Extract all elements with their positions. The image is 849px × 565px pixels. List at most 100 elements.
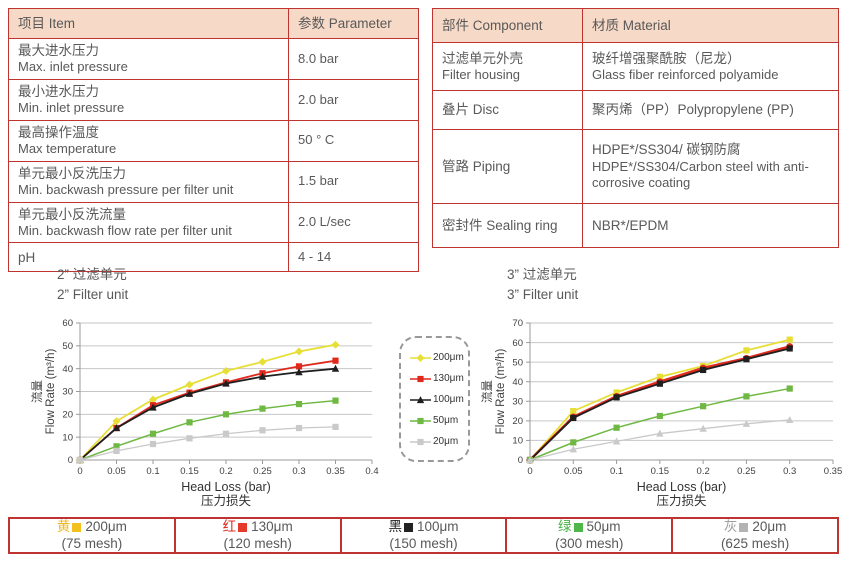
- marker-100μm: [570, 414, 577, 422]
- material-value-cn: HDPE*/SS304/ 碳钢防腐: [592, 142, 741, 158]
- component-label-cn: 密封件 Sealing ring: [442, 217, 558, 233]
- marker-50μm: [656, 412, 663, 420]
- marker-100μm: [149, 403, 157, 411]
- yellow-square-icon: [72, 522, 82, 532]
- flow-rate-chart-2in: 0 10 20 30 40 50 60 0 0.05 0.1 0.15 0.2 0.25 0.3 0.35 0…: [30, 318, 379, 508]
- x-tick-label: 0.1: [610, 466, 623, 477]
- legend-size-label: 100μm: [416, 518, 459, 534]
- x-tick-label: 0: [77, 466, 82, 477]
- chart-title-2in: 2” 过滤单元 2” Filter unit: [57, 265, 128, 304]
- legend-mesh-label: (75 mesh): [61, 535, 123, 551]
- marker-200μm: [112, 417, 121, 426]
- param-value: 2.0 L/sec: [288, 201, 419, 244]
- legend-color-char: 绿: [558, 518, 572, 534]
- component-label-cn: 叠片 Disc: [442, 102, 499, 118]
- x-tick-label: 0: [527, 466, 532, 477]
- marker-20μm: [699, 424, 707, 432]
- y-tick-label: 10: [512, 436, 523, 447]
- legend-color-char: 红: [222, 518, 237, 534]
- marker-50μm: [186, 419, 193, 426]
- item-label-en: Max temperature: [18, 141, 117, 157]
- materials-table: 部件 Component 材质 Material 过滤单元外壳 Filter ho…: [432, 8, 839, 248]
- series-20μm: [526, 415, 794, 464]
- marker-20μm: [569, 445, 577, 453]
- y-tick-label: 0: [68, 455, 73, 466]
- x-tick-label: 0.05: [564, 466, 583, 477]
- y-tick-label: 30: [62, 387, 73, 398]
- x-axis-title: Head Loss (bar): [637, 480, 727, 494]
- x-tick-label: 0.1: [146, 466, 159, 477]
- x-tick-label: 0.3: [292, 466, 305, 477]
- legend-item-20μm: 20μm: [410, 431, 468, 452]
- marker-200μm: [185, 380, 194, 389]
- legend-mesh-label: (150 mesh): [389, 535, 458, 551]
- x-tick-label: 0.25: [253, 466, 272, 477]
- marker-20μm: [656, 429, 664, 437]
- marker-50μm: [113, 443, 120, 450]
- legend-cell-130um: 红 130μm (120 mesh): [173, 518, 340, 552]
- table-row: 过滤单元外壳 Filter housing 玻纤增强聚酰胺（尼龙） Glass fi…: [432, 42, 839, 91]
- material-value-cn: 玻纤增强聚酰胺（尼龙）: [592, 50, 741, 66]
- component-label-en: Filter housing: [442, 66, 521, 82]
- chart-title-3in-cn: 3” 过滤单元: [507, 267, 577, 282]
- table-row: 最高操作温度 Max temperature 50 ° C: [8, 119, 419, 162]
- marker-50μm: [149, 430, 157, 437]
- x-tick-label: 0.15: [651, 466, 670, 477]
- table-row: 单元最小反洗流量 Min. backwash flow rate per filt…: [8, 201, 419, 244]
- component-label-cn: 管路 Piping: [442, 158, 511, 174]
- y-tick-label: 0: [518, 455, 523, 466]
- legend-mesh-label: (120 mesh): [223, 535, 292, 551]
- legend-size-label: 20μm: [752, 518, 787, 534]
- y-tick-label: 10: [62, 432, 73, 443]
- marker-50μm: [222, 411, 230, 418]
- material-value-cn: NBR*/EPDM: [592, 217, 669, 233]
- x-tick-label: 0.4: [365, 466, 378, 477]
- marker-20μm: [222, 430, 230, 437]
- item-label-en: Min. backwash flow rate per filter unit: [18, 222, 232, 238]
- y-tick-label: 50: [62, 341, 73, 352]
- marker-130μm: [295, 363, 303, 370]
- marker-200μm: [743, 347, 750, 354]
- marker-100μm: [656, 380, 663, 387]
- table-row: 管路 Piping HDPE*/SS304/ 碳钢防腐 HDPE*/SS304/C…: [432, 129, 839, 204]
- y-tick-label: 40: [62, 364, 73, 375]
- green-square-icon: [573, 522, 583, 532]
- legend-size-label: 130μm: [251, 518, 293, 534]
- item-label-en: Min. inlet pressure: [18, 100, 125, 116]
- material-value-cn: 聚丙烯（PP）Polypropylene (PP): [592, 102, 794, 118]
- material-value-en: HDPE*/SS304/Carbon steel with anti-corro…: [592, 158, 809, 191]
- y-tick-label: 70: [512, 318, 523, 329]
- legend-mesh-label: (625 mesh): [720, 535, 790, 551]
- legend-label: 130μm: [433, 373, 464, 384]
- legend-line-icon: [410, 353, 431, 362]
- y-axis-title-cn: 流量: [480, 380, 494, 403]
- material-value-en: Glass fiber reinforced polyamide: [592, 66, 779, 82]
- param-value: 50 ° C: [288, 119, 419, 162]
- y-tick-label: 20: [512, 416, 523, 427]
- table-row: 单元最小反洗压力 Min. backwash pressure per filte…: [8, 160, 419, 203]
- legend-mesh-label: (300 mesh): [555, 535, 624, 551]
- legend-color-char: 黑: [388, 518, 402, 534]
- chart-title-3in: 3” 过滤单元 3” Filter unit: [507, 265, 578, 304]
- marker-130μm: [332, 357, 339, 364]
- param-value: 2.0 bar: [288, 78, 419, 121]
- marker-20μm: [113, 447, 120, 454]
- marker-200μm: [570, 407, 577, 415]
- param-value: 8.0 bar: [288, 38, 419, 80]
- flow-rate-chart-3in: 0 10 20 30 40 50 60 70 0 0.05 0.1 0.15 0.2 0.25 0.3 0.3…: [480, 318, 842, 508]
- legend-label: 200μm: [433, 352, 464, 363]
- table-row: 叠片 Disc 聚丙烯（PP）Polypropylene (PP): [432, 90, 839, 130]
- marker-100μm: [786, 345, 793, 352]
- chart-title-2in-en: 2” Filter unit: [57, 286, 129, 302]
- legend-cell-200um: 黄 200μm (75 mesh): [10, 519, 174, 552]
- legend-size-label: 200μm: [85, 518, 127, 534]
- marker-20μm: [612, 437, 621, 445]
- material-table-header-component: 部件 Component: [432, 8, 583, 43]
- chart-legend-box: 200μm 130μm 100μm 50μm 20μm: [399, 336, 470, 462]
- y-tick-label: 50: [512, 357, 523, 368]
- marker-200μm: [786, 336, 793, 343]
- legend-item-50μm: 50μm: [410, 410, 468, 431]
- marker-200μm: [613, 389, 620, 396]
- legend-marker-50μm: [417, 417, 424, 424]
- y-tick-label: 60: [62, 318, 73, 329]
